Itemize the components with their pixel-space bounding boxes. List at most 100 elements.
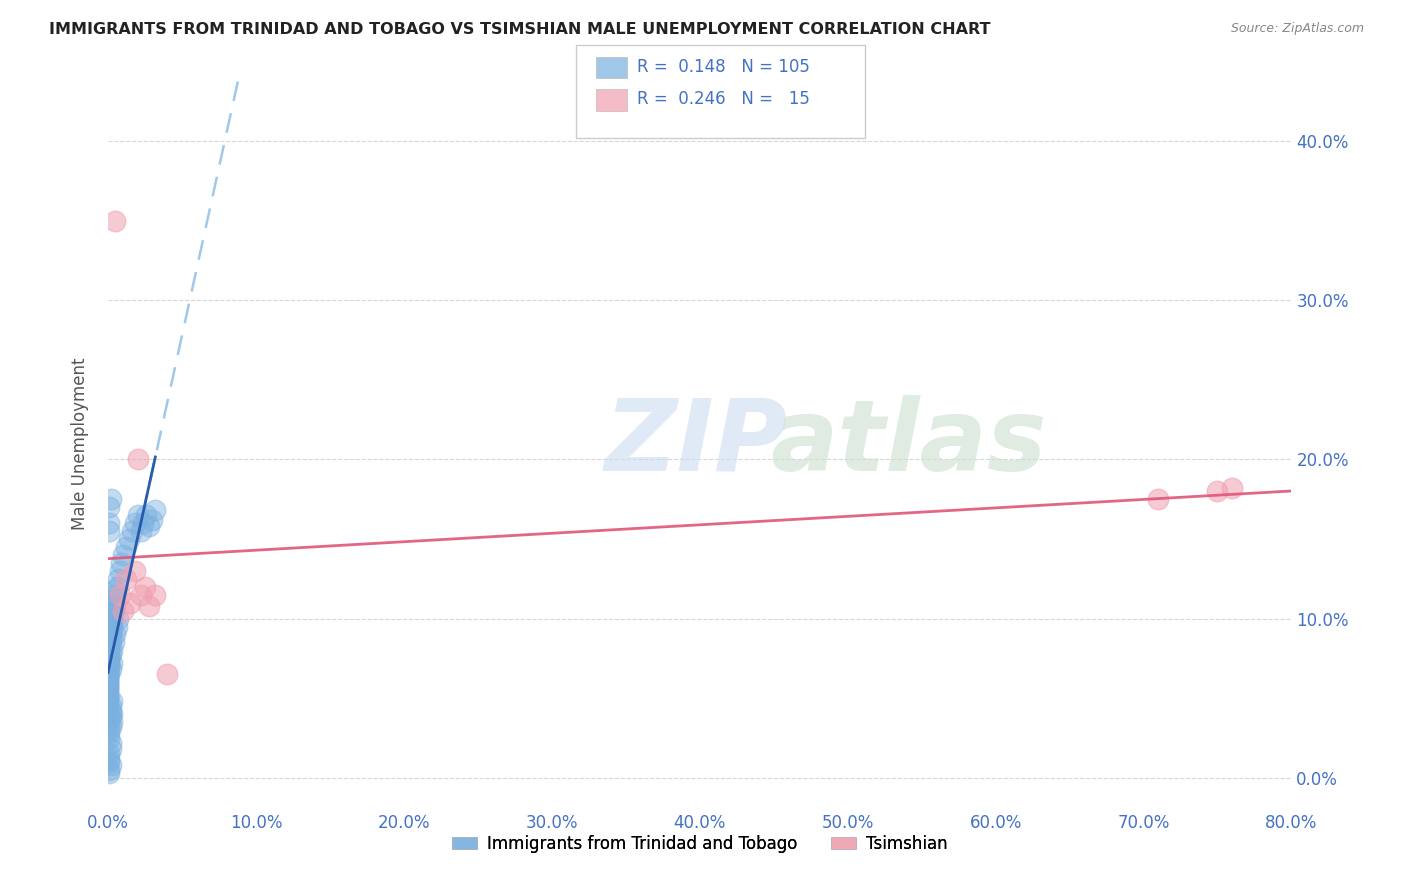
Point — [98, 659, 121, 673]
Point — [98, 635, 121, 649]
Point — [97, 690, 120, 704]
Point — [100, 647, 122, 661]
Point — [98, 731, 121, 745]
Point — [1147, 492, 1170, 507]
Point — [98, 766, 121, 780]
Point — [100, 704, 122, 718]
Point — [100, 742, 122, 756]
Point — [98, 500, 121, 515]
Point — [97, 678, 120, 692]
Text: Source: ZipAtlas.com: Source: ZipAtlas.com — [1230, 22, 1364, 36]
Point — [98, 747, 121, 761]
Point — [101, 656, 124, 670]
Point — [107, 572, 129, 586]
Point — [100, 663, 122, 677]
Point — [108, 588, 131, 602]
Point — [97, 677, 120, 691]
Point — [100, 492, 122, 507]
Point — [97, 680, 120, 694]
Point — [100, 710, 122, 724]
Point — [97, 686, 120, 700]
Point — [135, 508, 157, 522]
Point — [97, 694, 120, 708]
Point — [98, 639, 121, 653]
Point — [98, 714, 121, 729]
Point — [103, 635, 125, 649]
Text: ZIP: ZIP — [605, 395, 787, 492]
Point — [98, 763, 121, 777]
Point — [101, 596, 124, 610]
Point — [98, 524, 121, 538]
Point — [101, 707, 124, 722]
Point — [97, 659, 120, 673]
Point — [97, 681, 120, 696]
Point — [1220, 481, 1243, 495]
Point — [105, 619, 128, 633]
Point — [98, 633, 121, 648]
Point — [100, 635, 122, 649]
Point — [100, 736, 122, 750]
Point — [98, 656, 121, 670]
Point — [105, 580, 128, 594]
Point — [101, 607, 124, 621]
Point — [100, 604, 122, 618]
Point — [97, 691, 120, 706]
Point — [98, 656, 121, 670]
Point — [98, 651, 121, 665]
Point — [100, 758, 122, 772]
Point — [100, 611, 122, 625]
Point — [98, 640, 121, 655]
Point — [127, 508, 149, 522]
Point — [111, 604, 134, 618]
Point — [98, 755, 121, 769]
Point — [98, 647, 121, 661]
Legend: Immigrants from Trinidad and Tobago, Tsimshian: Immigrants from Trinidad and Tobago, Tsi… — [446, 829, 955, 860]
Point — [98, 631, 121, 645]
Point — [127, 452, 149, 467]
Point — [97, 673, 120, 688]
Point — [129, 588, 152, 602]
Point — [110, 556, 132, 570]
Point — [124, 564, 146, 578]
Text: R =  0.246   N =   15: R = 0.246 N = 15 — [637, 90, 810, 108]
Point — [138, 599, 160, 613]
Text: atlas: atlas — [770, 395, 1047, 492]
Point — [100, 615, 122, 629]
Text: R =  0.148   N = 105: R = 0.148 N = 105 — [637, 58, 810, 76]
Point — [104, 213, 127, 227]
Point — [101, 714, 124, 729]
Point — [98, 627, 121, 641]
Point — [100, 699, 122, 714]
Point — [104, 627, 127, 641]
Point — [98, 751, 121, 765]
Point — [98, 619, 121, 633]
Point — [121, 524, 143, 538]
Point — [101, 643, 124, 657]
Point — [134, 580, 156, 594]
Point — [100, 619, 122, 633]
Point — [100, 623, 122, 637]
Point — [101, 619, 124, 633]
Point — [120, 596, 142, 610]
Point — [97, 675, 120, 690]
Text: IMMIGRANTS FROM TRINIDAD AND TOBAGO VS TSIMSHIAN MALE UNEMPLOYMENT CORRELATION C: IMMIGRANTS FROM TRINIDAD AND TOBAGO VS T… — [49, 22, 991, 37]
Point — [97, 667, 120, 681]
Point — [129, 524, 152, 538]
Point — [101, 694, 124, 708]
Point — [98, 667, 121, 681]
Point — [124, 516, 146, 530]
Point — [98, 726, 121, 740]
Point — [97, 670, 120, 684]
Point — [97, 663, 120, 677]
Point — [143, 588, 166, 602]
Point — [98, 648, 121, 662]
Point — [100, 720, 122, 734]
Point — [97, 672, 120, 686]
Point — [104, 582, 127, 597]
Point — [141, 513, 163, 527]
Point — [132, 516, 155, 530]
Point — [143, 503, 166, 517]
Point — [97, 683, 120, 698]
Point — [97, 691, 120, 706]
Point — [100, 626, 122, 640]
